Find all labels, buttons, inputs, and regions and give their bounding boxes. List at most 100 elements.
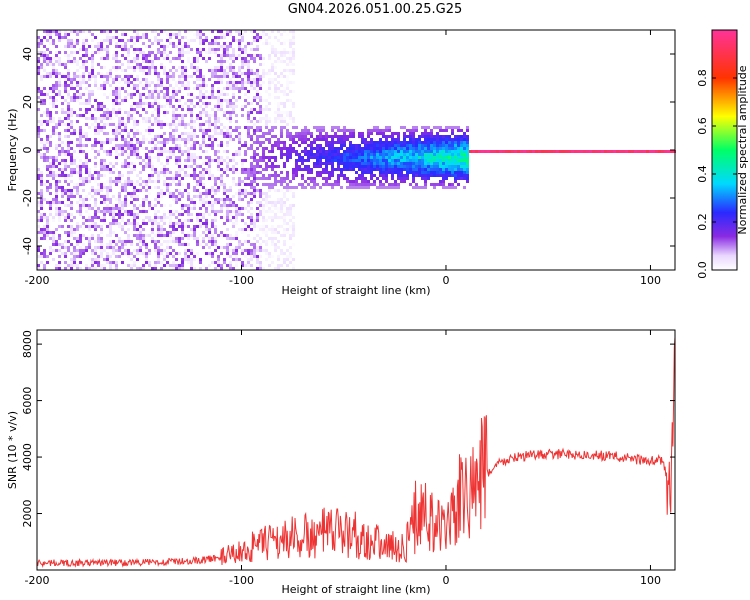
spectrogram-cell [67,234,70,237]
spectrogram-cell [61,108,64,111]
spectrogram-cell [298,144,301,147]
spectrogram-cell [61,213,64,216]
spectrogram-cell [139,228,142,231]
spectrogram-cell [262,75,265,78]
spectrogram-cell [52,111,55,114]
spectrogram-cell [253,168,256,171]
spectrogram-cell [169,216,172,219]
spectrogram-cell [445,135,448,138]
spectrogram-cell [37,45,40,48]
spectrogram-cell [199,183,202,186]
spectrogram-cell [226,219,229,222]
spectrogram-cell [145,183,148,186]
spectrogram-cell [232,57,235,60]
spectrogram-cell [391,141,394,144]
spectrogram-cell [265,165,268,168]
spectrogram-cell [124,141,127,144]
spectrogram-cell [79,180,82,183]
spectrogram-cell [388,159,391,162]
spectrogram-cell [85,132,88,135]
spectrogram-cell [58,90,61,93]
spectrogram-cell [325,156,328,159]
spectrogram-cell [385,171,388,174]
spectrogram-cell [259,225,262,228]
spectrogram-cell [157,120,160,123]
spectrogram-cell [58,264,61,267]
spectrogram-cell [178,195,181,198]
spectrogram-cell [100,252,103,255]
spectrogram-cell [235,81,238,84]
spectrogram-cell [220,183,223,186]
spectrogram-cell [70,234,73,237]
spectrogram-cell [451,183,454,186]
spectrogram-cell [136,243,139,246]
spectrogram-cell [232,156,235,159]
spectrogram-cell [139,102,142,105]
spectrogram-cell [313,183,316,186]
spectrogram-cell [313,177,316,180]
spectrogram-cell [196,219,199,222]
spectrogram-cell [112,105,115,108]
spectrogram-cell [484,150,487,153]
spectrogram-cell [451,129,454,132]
spectrogram-cell [76,33,79,36]
spectrogram-cell [142,36,145,39]
spectrogram-cell [367,183,370,186]
spectrogram-cell [112,216,115,219]
spectrogram-cell [58,234,61,237]
spectrogram-cell [169,51,172,54]
spectrogram-cell [91,63,94,66]
spectrogram-cell [343,174,346,177]
spectrogram-cell [94,138,97,141]
spectrogram-cell [85,93,88,96]
spectrogram-cell [154,171,157,174]
spectrogram-cell [466,150,469,153]
spectrogram-cell [37,204,40,207]
spectrogram-cell [193,96,196,99]
spectrogram-cell [301,168,304,171]
spectrogram-cell [172,114,175,117]
spectrogram-cell [64,30,67,33]
spectrogram-cell [220,210,223,213]
spectrogram-cell [271,51,274,54]
spectrogram-cell [397,147,400,150]
spectrogram-cell [202,84,205,87]
spectrogram-cell [109,126,112,129]
spectrogram-cell [187,147,190,150]
spectrogram-cell [226,72,229,75]
spectrogram-cell [199,267,202,270]
spectrogram-cell [259,87,262,90]
spectrogram-cell [55,156,58,159]
spectrogram-cell [268,72,271,75]
spectrogram-cell [235,183,238,186]
spectrogram-cell [103,123,106,126]
spectrogram-cell [250,120,253,123]
spectrogram-cell [145,57,148,60]
spectrogram-cell [94,51,97,54]
spectrogram-cell [169,60,172,63]
spectrogram-cell [97,255,100,258]
spectrogram-cell [109,210,112,213]
spectrogram-cell [76,42,79,45]
spectrogram-cell [217,117,220,120]
spectrogram-cell [271,255,274,258]
spectrogram-cell [286,129,289,132]
spectrogram-cell [385,138,388,141]
spectrogram-cell [67,54,70,57]
spectrogram-cell [214,159,217,162]
spectrogram-cell [370,153,373,156]
spectrogram-cell [187,231,190,234]
spectrogram-cell [67,90,70,93]
spectrogram-cell [217,54,220,57]
spectrogram-cell [370,171,373,174]
spectrogram-cell [37,213,40,216]
spectrogram-cell [238,246,241,249]
spectrogram-cell [202,132,205,135]
spectrogram-cell [244,153,247,156]
spectrogram-cell [58,93,61,96]
spectrogram-cell [274,177,277,180]
spectrogram-cell [418,156,421,159]
spectrogram-cell [427,165,430,168]
spectrogram-cell [145,33,148,36]
